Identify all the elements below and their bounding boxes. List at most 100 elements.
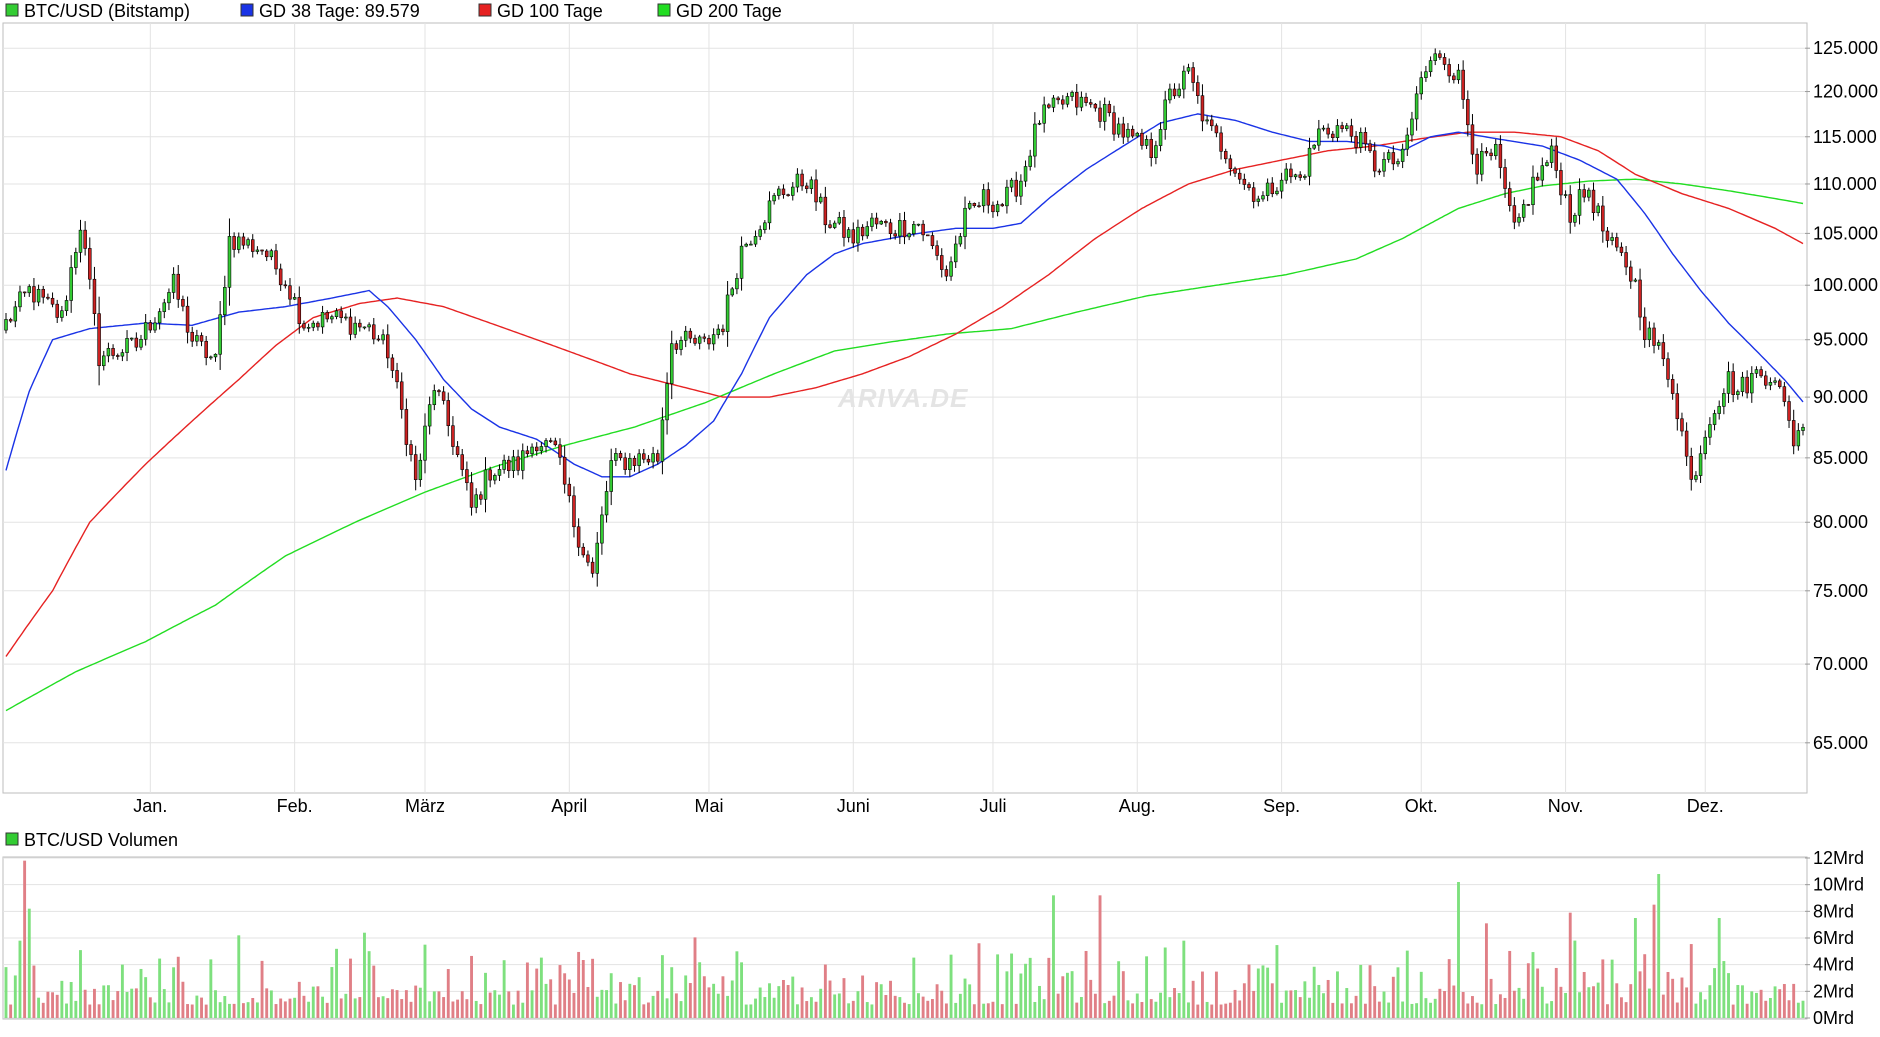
candle-body-up (18, 291, 22, 308)
candle (316, 321, 320, 331)
candle-body-up (1698, 453, 1703, 476)
volume-bar-up (418, 987, 422, 1018)
candle-body-down (688, 330, 693, 339)
candle-body-up (735, 278, 739, 290)
volume-bar-up (269, 990, 273, 1018)
candle-body-down (935, 245, 939, 256)
volume-bar-up (521, 1002, 525, 1018)
candle-body-down (1061, 99, 1065, 105)
candle (1261, 191, 1265, 202)
candle (74, 247, 78, 275)
candle (972, 202, 977, 208)
volume-bar-down (935, 984, 939, 1018)
volume-bar-up (1717, 918, 1721, 1018)
volume-bar-down (288, 998, 292, 1018)
volume-bar-down (1173, 988, 1176, 1018)
candle-body-down (1368, 143, 1372, 152)
volume-bar-down (842, 978, 846, 1018)
volume-bar-down (1238, 1000, 1242, 1018)
volume-bar-down (1643, 954, 1647, 1018)
candle (1303, 174, 1307, 180)
volume-bar-up (1401, 1001, 1405, 1018)
candle-body-up (637, 453, 641, 466)
price-tick-label: 95.000 (1813, 330, 1868, 350)
volume-bar-up (1522, 998, 1526, 1018)
volume-bar-down (1368, 965, 1372, 1018)
candle-body-down (1582, 189, 1586, 198)
volume-bar-up (539, 957, 543, 1018)
volume-bar-up (172, 967, 176, 1018)
volume-bar-up (502, 960, 506, 1018)
candle (763, 220, 767, 234)
candle (1163, 90, 1167, 140)
legend-item-ma38: GD 38 Tage: 89.579 (240, 1, 420, 21)
candle (1335, 119, 1340, 142)
candle-body-down (297, 297, 302, 325)
candle-body-down (88, 248, 92, 280)
candle (488, 466, 492, 488)
volume-legend-label: BTC/USD Volumen (24, 830, 178, 850)
candle-body-down (1438, 53, 1442, 58)
volume-bar-up (1415, 1003, 1419, 1018)
volume-bar-down (633, 985, 636, 1018)
candle (288, 278, 292, 306)
candle-body-down (1247, 184, 1251, 189)
price-tick-label: 90.000 (1813, 387, 1868, 407)
candle (1028, 149, 1032, 171)
candle (376, 335, 381, 342)
volume-bar-up (1079, 997, 1083, 1018)
candle-body-down (390, 357, 395, 371)
volume-bar-down (814, 1001, 818, 1018)
volume-bar-down (1582, 971, 1586, 1018)
candle-body-up (1750, 373, 1754, 394)
candle-body-down (1200, 95, 1205, 122)
volume-bar-up (423, 944, 427, 1018)
candle-body-down (1605, 230, 1610, 241)
volume-bar-down (1624, 1002, 1628, 1018)
candle (1722, 388, 1726, 415)
candle (167, 288, 171, 311)
volume-bar-up (1480, 1004, 1484, 1018)
volume-bar-up (1708, 985, 1712, 1018)
volume-bar-up (1741, 985, 1744, 1018)
candle-body-up (1517, 217, 1521, 223)
candle-body-up (1717, 406, 1721, 414)
candle (1629, 260, 1633, 289)
candle-body-up (1382, 158, 1386, 172)
candle (1135, 131, 1140, 138)
candle (590, 557, 595, 578)
candle-body-up (511, 456, 516, 471)
volume-bar-up (1796, 1002, 1800, 1018)
candle-body-down (437, 390, 441, 393)
candle (1149, 132, 1153, 167)
volume-bar-down (1363, 1003, 1367, 1018)
volume-bar-up (311, 986, 315, 1018)
candle (1521, 199, 1526, 222)
volume-bar-down (702, 976, 706, 1018)
volume-bar-down (316, 986, 320, 1018)
candle (395, 362, 399, 389)
candle (1526, 203, 1531, 206)
candle-body-down (241, 236, 246, 246)
candle (92, 266, 97, 326)
candle-body-up (539, 446, 544, 452)
volume-bar-down (1210, 1004, 1214, 1018)
volume-bar-down (972, 1004, 976, 1018)
candle-body-down (8, 319, 13, 322)
candle (1126, 123, 1130, 143)
candle (651, 446, 655, 469)
candle-body-down (1191, 67, 1195, 83)
volume-bar-down (861, 975, 865, 1018)
candle-body-down (181, 299, 185, 307)
candle-body-up (171, 273, 176, 293)
candle (1340, 121, 1344, 133)
volume-bar-up (749, 1004, 753, 1018)
candle-body-up (1358, 131, 1363, 148)
volume-bar-down (1461, 991, 1465, 1018)
candle-body-up (730, 288, 734, 296)
candle (898, 212, 902, 245)
candle-body-up (1796, 430, 1801, 447)
volume-bar-up (605, 990, 608, 1018)
candle (1075, 83, 1079, 116)
volume-bar-down (926, 1000, 930, 1018)
